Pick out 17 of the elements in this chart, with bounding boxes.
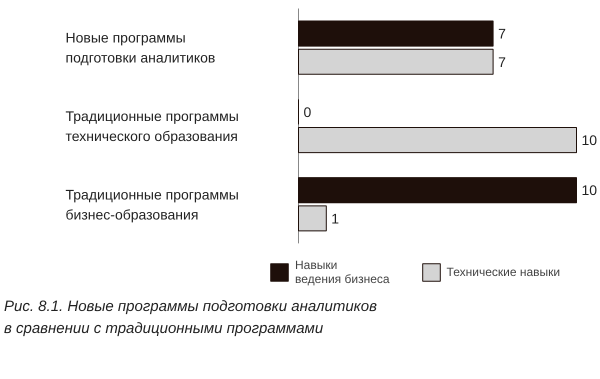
- bar: [298, 205, 327, 232]
- data-label: 10: [582, 182, 598, 198]
- y-tick-label: Традиционные программы бизнес-образования: [66, 186, 239, 222]
- data-label: 7: [498, 54, 506, 70]
- y-tick-label: Новые программы подготовки аналитиков: [66, 30, 216, 66]
- legend-label: Навыки ведения бизнеса: [295, 258, 390, 286]
- bar: [298, 20, 494, 47]
- y-tick-label: Традиционные программы технического образования: [66, 108, 239, 144]
- bar: [298, 177, 577, 204]
- data-label: 0: [304, 104, 312, 120]
- data-label: 7: [498, 26, 506, 42]
- data-label: 1: [331, 210, 340, 226]
- bar: [298, 48, 494, 75]
- text: Рис. 8.1. Новые программы подготовки аналитиков в сравнении с традиционными программами: [4, 297, 377, 339]
- legend-label: Технические навыки: [446, 265, 560, 279]
- bar: [298, 127, 577, 154]
- data-label: 10: [582, 132, 598, 148]
